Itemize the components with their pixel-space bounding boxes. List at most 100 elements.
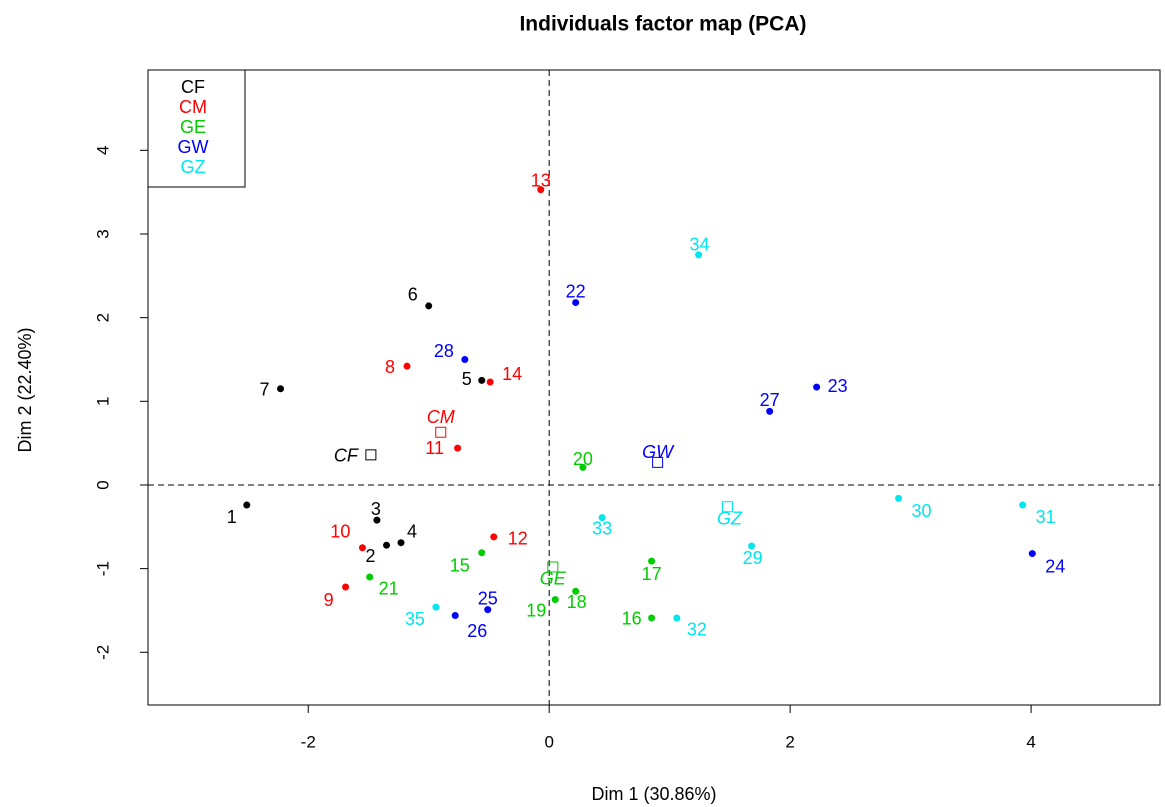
point-label: 18 [567,592,587,612]
x-tick-label: -2 [301,732,316,751]
plot-frame [147,69,1161,706]
point [895,494,903,502]
point [648,557,656,565]
point-label: 10 [330,521,350,541]
point-label: 2 [366,546,376,566]
point [366,573,374,581]
point-label: 22 [566,281,586,301]
point [425,302,433,310]
point-label: 35 [405,609,425,629]
x-tick-label: 4 [1026,732,1035,751]
point-label: 31 [1036,507,1056,527]
legend-entry: CF [181,77,205,97]
x-tick-label: 0 [544,732,553,751]
x-tick-label: 2 [785,732,794,751]
point [277,385,285,393]
point-label: 9 [324,590,334,610]
point [551,596,559,604]
chart-title: Individuals factor map (PCA) [519,13,806,36]
point [432,603,440,611]
legend-box [147,69,246,188]
y-axis-label: Dim 2 (22.40%) [15,327,35,452]
y-tick-label: 0 [93,480,112,489]
y-tick-label: 4 [93,146,112,155]
point [451,611,459,619]
point [537,186,545,194]
point-label: 24 [1045,556,1065,576]
point-label: 4 [407,521,417,541]
centroid [365,449,377,461]
point-label: 33 [592,518,612,538]
point [478,376,486,384]
point-label: 34 [690,235,710,255]
point-label: 20 [573,449,593,469]
point [461,355,469,363]
y-tick-label: -2 [93,645,112,660]
point [358,544,366,552]
point-label: 7 [260,380,270,400]
point-label: 3 [371,499,381,519]
point [766,407,774,415]
point-label: 29 [743,548,763,568]
point-label: 19 [526,600,546,620]
point [403,362,411,370]
point-label: 6 [408,285,418,305]
point-label: 5 [462,369,472,389]
point [373,516,381,524]
point-label: 30 [912,501,932,521]
centroid-label: GW [642,442,675,462]
point [243,501,251,509]
point-label: 27 [760,390,780,410]
y-tick-label: 2 [93,313,112,322]
y-tick-label: 3 [93,229,112,238]
centroid [721,501,733,513]
centroid-label: CM [427,407,455,427]
centroid-label: GZ [717,508,743,528]
point-label: 17 [642,564,662,584]
point [813,383,821,391]
point [748,542,756,550]
point [1019,501,1027,509]
point [695,251,703,259]
point [673,614,681,622]
y-tick-label: -1 [93,561,112,576]
y-tick-label: 1 [93,397,112,406]
point-label: 13 [531,170,551,190]
legend-entry: GE [180,117,206,137]
point-label: 21 [379,579,399,599]
point [598,514,606,522]
point [572,587,580,595]
point-label: 28 [434,341,454,361]
centroid [435,426,447,438]
point-label: 32 [687,620,707,640]
point [383,541,391,549]
point [490,533,498,541]
point-label: 25 [478,588,498,608]
legend-entry: GW [178,137,209,157]
point-label: 26 [467,621,487,641]
centroid-label: CF [334,446,359,466]
point [454,444,462,452]
x-axis-label: Dim 1 (30.86%) [591,784,716,804]
centroid-label: GE [540,569,567,589]
point-label: 15 [450,555,470,575]
point [486,378,494,386]
point-label: 16 [622,609,642,629]
point [1028,550,1036,558]
legend-entry: CM [179,97,207,117]
point [648,614,656,622]
point-label: 8 [385,357,395,377]
point-label: 23 [828,376,848,396]
point-label: 1 [227,507,237,527]
point-label: 12 [508,529,528,549]
point [572,299,580,307]
centroid [652,456,664,468]
point [579,463,587,471]
centroid [547,561,559,573]
point [342,583,350,591]
point [484,606,492,614]
point-label: 11 [425,438,444,458]
point [478,549,486,557]
legend-entry: GZ [181,157,206,177]
